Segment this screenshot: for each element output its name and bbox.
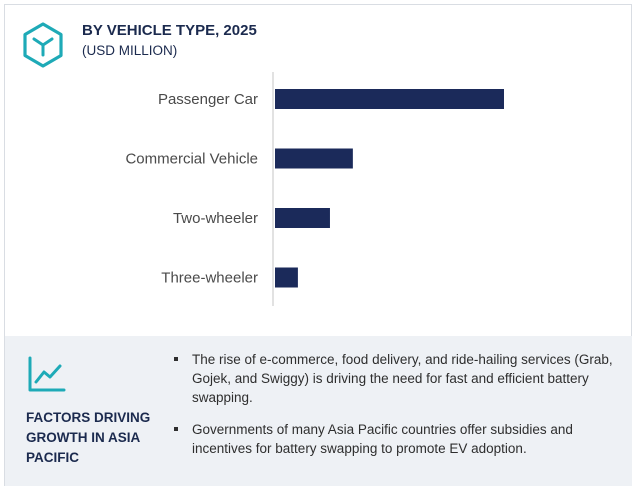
category-label: Passenger Car	[158, 91, 258, 108]
factors-title: FACTORS DRIVING GROWTH IN ASIA PACIFIC	[26, 410, 151, 465]
chart-subtitle: (USD MILLION)	[82, 43, 178, 58]
factor-text: Governments of many Asia Pacific countri…	[192, 422, 573, 456]
bar-three-wheeler	[275, 267, 298, 288]
category-label: Three-wheeler	[161, 270, 258, 287]
factors-panel: FACTORS DRIVING GROWTH IN ASIA PACIFIC T…	[5, 336, 632, 486]
factor-item: Governments of many Asia Pacific countri…	[170, 420, 630, 458]
bar-passenger-car	[275, 89, 504, 109]
bullet-icon	[174, 427, 178, 431]
chart-title: BY VEHICLE TYPE, 2025	[82, 22, 257, 39]
category-label: Two-wheeler	[173, 210, 258, 227]
trend-line-icon	[28, 356, 66, 392]
bar-two-wheeler	[275, 208, 330, 228]
hexagon-box-icon	[23, 22, 63, 68]
bullet-icon	[174, 357, 178, 361]
bar-commercial-vehicle	[275, 148, 353, 169]
factor-text: The rise of e-commerce, food delivery, a…	[192, 352, 613, 405]
category-label: Commercial Vehicle	[125, 151, 258, 168]
bar-chart: Passenger Car Commercial Vehicle Two-wheel…	[125, 72, 504, 306]
factor-item: The rise of e-commerce, food delivery, a…	[170, 350, 630, 407]
factors-list: The rise of e-commerce, food delivery, a…	[170, 350, 630, 471]
